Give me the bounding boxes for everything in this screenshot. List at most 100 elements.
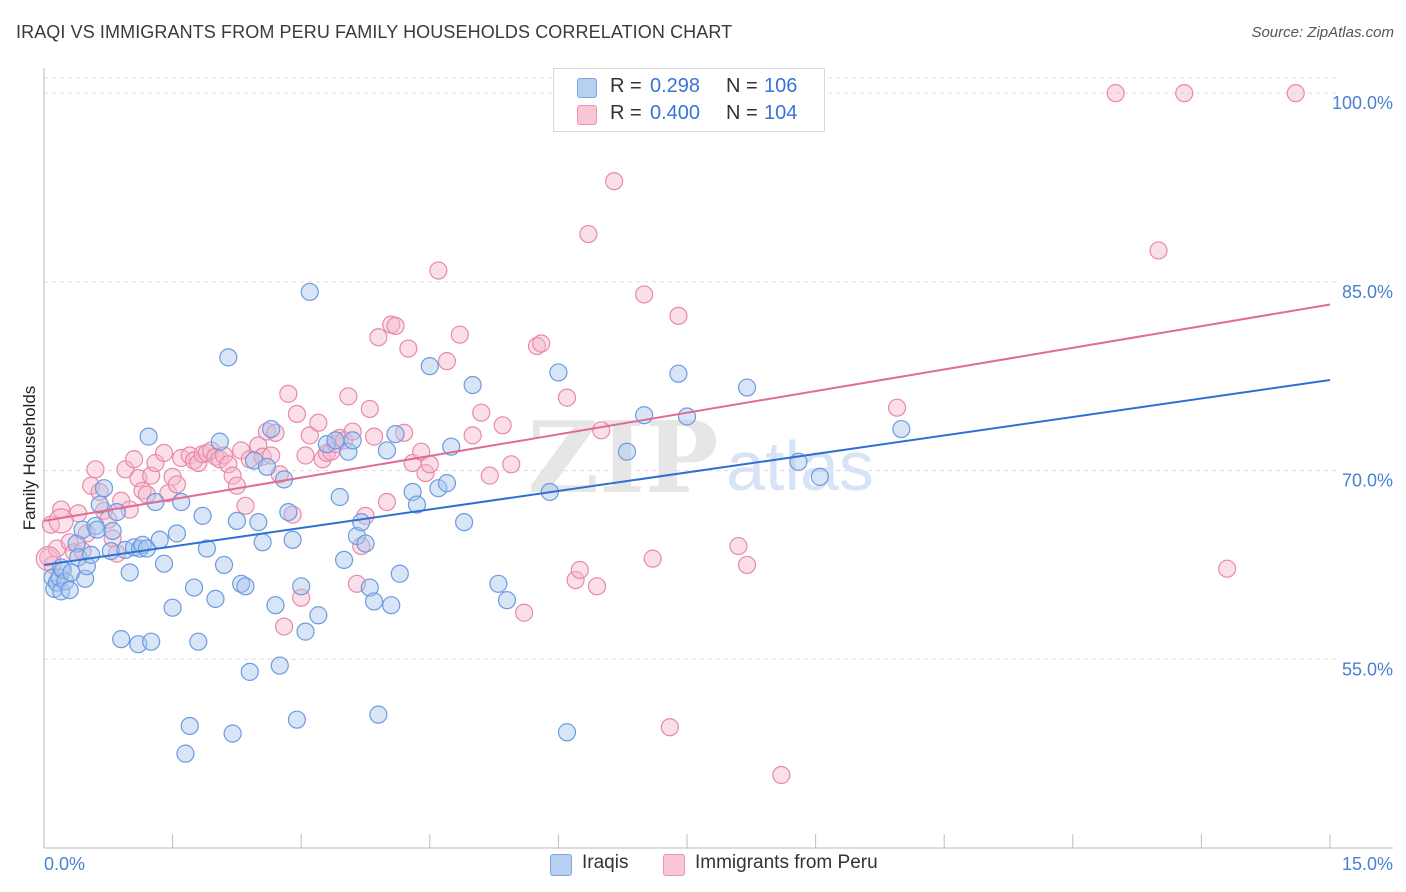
iraqi-point [214,555,234,575]
peru-point [339,387,358,406]
peru-point [386,316,405,336]
chart-title: IRAQI VS IMMIGRANTS FROM PERU FAMILY HOU… [16,22,733,42]
iraqi-point [669,364,688,383]
iraqi-point [429,479,448,498]
iraqi-point [489,574,508,593]
iraqi-point [120,563,139,582]
iraqi-point [386,424,405,444]
iraqi-point [56,572,75,591]
iraqi-point [454,513,474,532]
series-peru-points [35,84,1305,785]
peru-point [223,466,242,485]
iraqi-point [223,724,242,743]
iraqi-point [352,513,371,532]
iraqi-point [253,533,272,552]
iraqi-point [369,705,388,724]
peru-point [369,328,388,347]
iraqi-point [184,578,204,597]
x-tick-label: 15.0% [1342,854,1393,874]
iraqi-point [283,530,302,549]
iraqi-point [176,744,195,763]
peru-point [420,455,439,474]
iraqi-point [810,467,829,486]
iraqi-point [377,441,397,460]
peru-point [635,285,654,304]
peru-point [364,427,384,446]
iraqi-point [334,550,354,570]
watermark: ZIP atlas [527,401,873,516]
trendlines [43,303,1331,566]
peru-point [236,496,255,515]
iraqi-point [167,524,186,543]
peru-point [493,416,512,435]
iraqi-point [88,520,107,539]
peru-trendline [43,303,1331,522]
iraqi-point [262,419,281,439]
peru-point [296,446,315,465]
iraqi-point [737,378,757,397]
iraqi-point [300,282,319,302]
iraqi-point [617,442,637,461]
iraqi-point [356,534,375,553]
peru-point [287,404,307,424]
iraqi-point [296,622,315,641]
iraqi-point [103,521,122,541]
peru-point [86,460,105,479]
axes [43,68,1393,849]
peru-point [219,455,238,474]
peru-point [429,261,448,280]
peru-point [60,533,79,552]
iraqi-point [557,723,577,742]
iraqi-point [317,435,337,454]
iraqi-point [364,592,384,611]
iraqi-point [420,357,439,376]
iraqi-point [77,557,96,576]
legend-swatch-peru [663,854,685,876]
iraqi-point [266,596,285,615]
iraqi-point [219,348,238,367]
iraqi-point [193,506,212,525]
peru-point [309,413,328,432]
iraqi-point [407,495,427,514]
iraqi-point [287,710,307,729]
peru-point [124,450,144,469]
iraqi-point [150,530,169,549]
iraqi-point [360,578,379,597]
r-value: 0.298 [650,75,701,97]
legend-swatch-iraqis [577,78,597,98]
peru-point [399,339,418,358]
n-label: N = [726,75,758,97]
x-tick-label: 0.0% [44,854,85,874]
gridlines [44,77,1338,660]
peru-point [437,352,457,371]
peru-point [570,560,589,580]
peru-point [643,549,662,568]
iraqi-point [206,589,225,609]
iraqi-point [343,431,362,450]
y-tick-label: 100.0% [1332,93,1393,113]
r-label: R = [610,102,642,124]
iraqi-point [330,487,349,507]
peru-point [227,476,246,495]
peru-point [515,603,534,622]
peru-point [772,765,791,785]
legend-label-iraqis: Iraqis [582,852,629,873]
iraqi-point [257,457,277,476]
iraqi-point [210,432,229,451]
peru-point [262,446,281,465]
iraqi-point [309,606,328,625]
peru-point [1149,241,1168,260]
legend-swatch-iraqis [550,854,572,876]
peru-point [1286,84,1305,103]
iraqi-point [339,442,358,461]
peru-point [502,455,521,474]
iraqi-point [382,596,401,615]
legend-swatch-peru [577,105,597,125]
y-tick-label: 85.0% [1342,282,1393,302]
peru-point [737,555,757,575]
iraqi-point [437,474,457,493]
legend-label-peru: Immigrants from Peru [695,852,878,873]
peru-point [450,325,469,344]
peru-point [48,508,74,534]
